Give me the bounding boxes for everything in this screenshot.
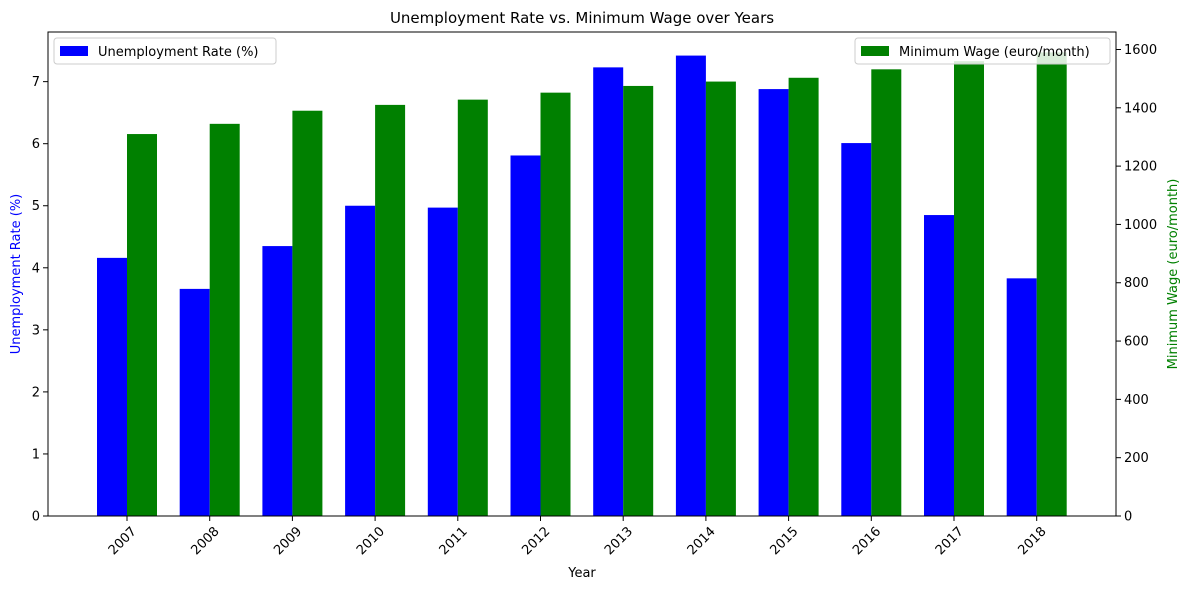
y-right-tick-label: 0 [1124,510,1132,525]
x-tick-label: 2017 [933,524,967,558]
legend-wage: Minimum Wage (euro/month) [854,37,1111,65]
y-left-tick-label: 3 [32,323,40,338]
legends-group: Unemployment Rate (%) Minimum Wage (euro/… [53,37,1111,65]
wage-bar-2016 [871,69,902,516]
plot-frame [47,31,1117,517]
y-left-tick-label: 4 [32,261,40,276]
x-tick-label: 2015 [767,524,801,558]
x-tick-label: 2011 [437,524,471,558]
wage-bar-2018 [1036,52,1067,516]
chart-title: Unemployment Rate vs. Minimum Wage over … [390,9,774,27]
x-tick-label: 2013 [602,524,636,558]
y-right-tick-label: 600 [1124,335,1149,350]
wage-bar-2015 [788,77,819,516]
y-right-tick-label: 200 [1124,451,1149,466]
unemployment-bar-2018 [1006,278,1037,516]
wage-bar-2013 [623,85,654,516]
legend-label: Minimum Wage (euro/month) [899,45,1090,60]
x-tick-label: 2014 [685,524,719,558]
x-tick-label: 2009 [271,524,305,558]
x-tick-label: 2016 [850,524,884,558]
legend-box [53,37,277,65]
wage-bar-2007 [127,134,157,517]
y-right-tick-label: 1400 [1124,101,1157,116]
legend-unemployment: Unemployment Rate (%) [53,37,277,65]
unemployment-bar-2013 [593,67,624,517]
y-right-axis-title: Minimum Wage (euro/month) [1166,179,1181,370]
wage-bar-2017 [954,61,984,516]
x-tick-label: 2012 [519,524,553,558]
wage-bar-2014 [705,81,736,516]
y-left-tick-label: 1 [32,447,40,462]
y-left-tick-label: 6 [32,137,40,152]
legend-box [854,37,1111,65]
unemployment-bar-2016 [841,143,872,516]
wage-bar-2009 [292,110,323,516]
y-left-tick-label: 5 [32,199,40,214]
y-right-tick-label: 1600 [1124,43,1157,58]
unemployment-bar-2011 [427,207,458,517]
y-left-tick-label: 2 [32,385,40,400]
legend-swatch [861,46,889,56]
y-right-tick-label: 800 [1124,276,1149,291]
y-right-tick-label: 400 [1124,393,1149,408]
y-left-tick-label: 7 [32,75,40,90]
x-tick-label: 2007 [106,524,140,558]
unemployment-bar-2015 [758,89,789,516]
x-axis-title: Year [567,566,596,581]
y-left-tick-label: 0 [32,510,40,525]
x-tick-label: 2008 [189,524,223,558]
unemployment-bar-2009 [262,246,293,516]
unemployment-bar-2014 [675,55,706,516]
wage-bar-2012 [540,92,571,517]
wage-bar-2010 [375,104,406,516]
legend-swatch [60,46,88,56]
wage-bar-2011 [457,99,488,516]
legend-label: Unemployment Rate (%) [98,45,259,60]
wage-bar-2008 [209,123,240,516]
y-right-tick-label: 1200 [1124,160,1157,175]
x-tick-label: 2010 [354,524,388,558]
unemployment-bar-2010 [345,205,376,517]
unemployment-bar-2012 [510,155,541,517]
unemployment-bar-2017 [924,215,954,517]
unemployment-bar-2007 [97,257,127,516]
x-tick-label: 2018 [1016,524,1050,558]
y-left-axis-title: Unemployment Rate (%) [9,194,24,355]
unemployment-bar-2008 [179,288,210,516]
bars-group [97,52,1067,517]
y-right-tick-label: 1000 [1124,218,1157,233]
